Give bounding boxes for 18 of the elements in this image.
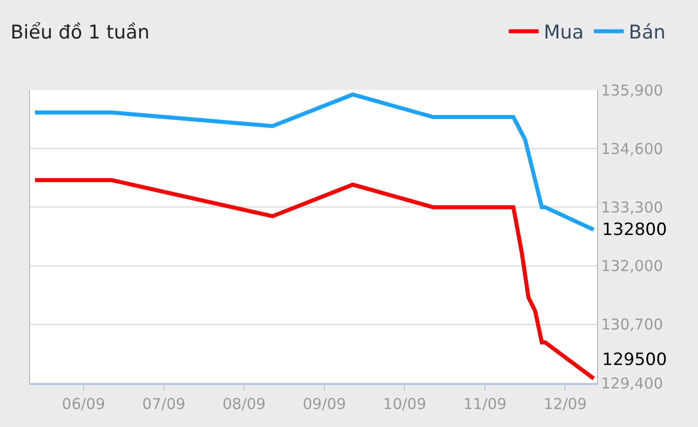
x-tick-label: 07/09 <box>142 395 186 413</box>
annotation: 132800 <box>602 220 667 240</box>
x-tick-label: 09/09 <box>302 395 346 413</box>
annotation: 129500 <box>602 350 667 370</box>
y-tick-label: 130,700 <box>601 316 664 334</box>
x-tick-label: 12/09 <box>544 395 587 413</box>
x-tick-label: 06/09 <box>62 395 106 413</box>
legend-label: Mua <box>544 22 584 44</box>
x-tick-label: 10/09 <box>383 395 426 413</box>
chart-title: Biểu đồ 1 tuần <box>10 22 150 44</box>
y-tick-label: 134,600 <box>601 140 664 158</box>
x-tick-label: 11/09 <box>463 395 507 413</box>
y-tick-label: 129,400 <box>601 374 664 392</box>
y-tick-label: 135,900 <box>601 81 664 100</box>
y-tick-label: 133,300 <box>601 198 664 216</box>
x-tick-label: 08/09 <box>222 395 266 413</box>
legend-label: Bán <box>628 22 666 44</box>
y-tick-label: 132,000 <box>601 257 664 276</box>
